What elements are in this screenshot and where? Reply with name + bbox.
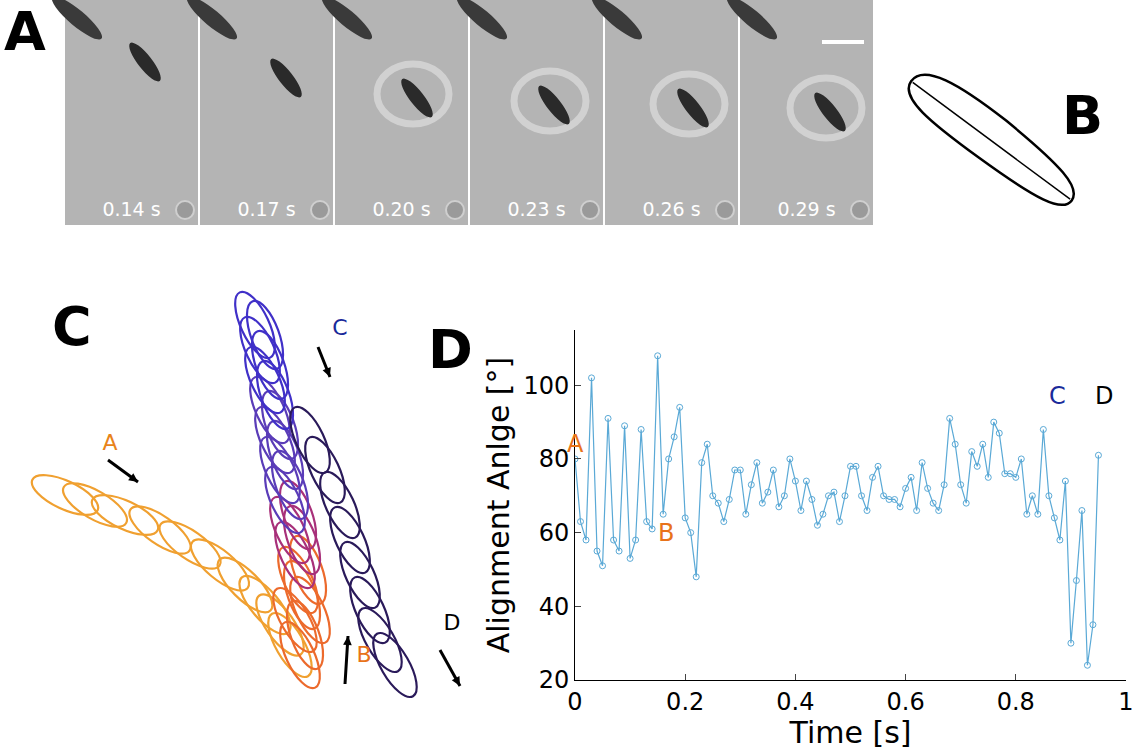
svg-text:A: A <box>102 430 117 455</box>
svg-text:0.26 s: 0.26 s <box>642 198 700 220</box>
svg-text:D: D <box>1095 382 1113 410</box>
svg-text:A: A <box>4 0 46 63</box>
svg-text:0.4: 0.4 <box>776 688 814 716</box>
svg-text:0.29 s: 0.29 s <box>777 198 835 220</box>
svg-text:100: 100 <box>523 372 569 400</box>
svg-text:D: D <box>444 610 461 635</box>
svg-text:C: C <box>52 295 92 358</box>
svg-text:0.6: 0.6 <box>887 688 925 716</box>
svg-text:0.20 s: 0.20 s <box>372 198 430 220</box>
svg-text:Alignment Anlge [°]: Alignment Anlge [°] <box>481 357 516 654</box>
svg-text:C: C <box>332 315 347 340</box>
svg-text:0.14 s: 0.14 s <box>102 198 160 220</box>
svg-text:A: A <box>567 430 584 458</box>
svg-text:20: 20 <box>539 666 570 694</box>
svg-text:0.17 s: 0.17 s <box>237 198 295 220</box>
svg-text:C: C <box>1049 382 1066 410</box>
svg-text:D: D <box>428 318 473 381</box>
svg-text:B: B <box>1062 84 1103 147</box>
svg-text:0.23 s: 0.23 s <box>507 198 565 220</box>
svg-text:0.2: 0.2 <box>666 688 704 716</box>
svg-text:1: 1 <box>1118 688 1133 716</box>
svg-text:40: 40 <box>539 593 570 621</box>
svg-text:B: B <box>658 519 674 547</box>
svg-text:B: B <box>356 642 371 667</box>
svg-text:80: 80 <box>539 445 570 473</box>
svg-text:0: 0 <box>567 688 582 716</box>
svg-text:0.8: 0.8 <box>997 688 1035 716</box>
svg-text:Time [s]: Time [s] <box>789 715 912 750</box>
svg-text:60: 60 <box>539 519 570 547</box>
